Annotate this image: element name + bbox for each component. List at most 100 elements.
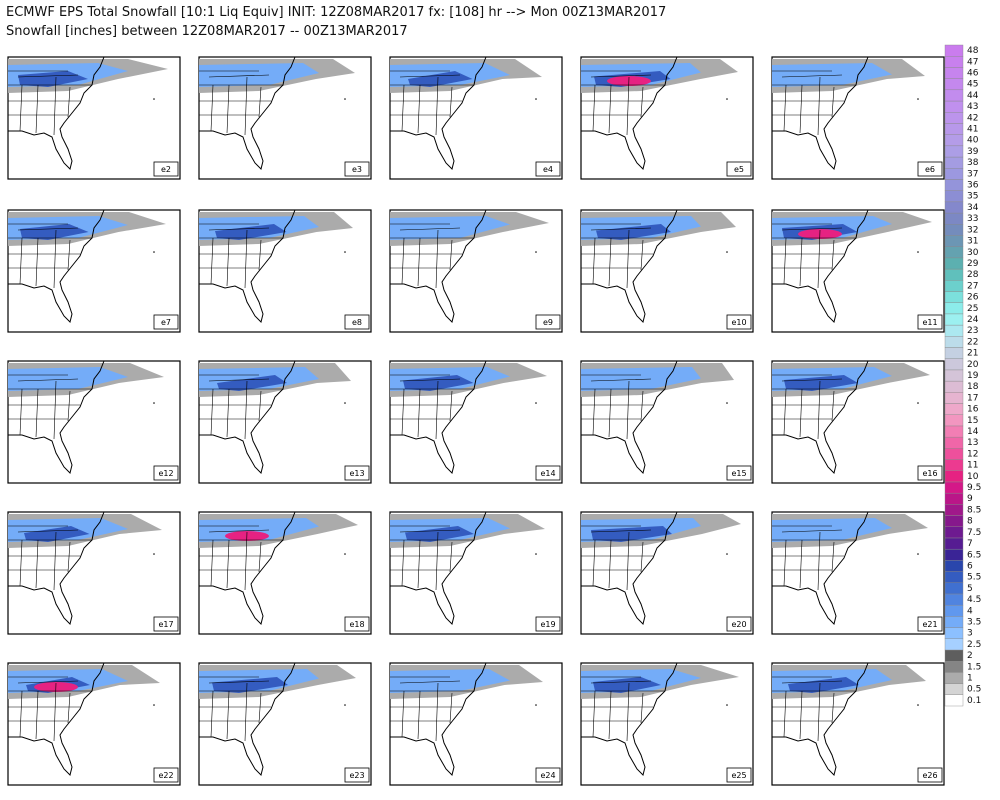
colorbar-swatch bbox=[944, 112, 964, 124]
state-borders bbox=[581, 676, 665, 742]
map-panel: e26 bbox=[771, 662, 945, 786]
colorbar-label: 40 bbox=[967, 136, 979, 146]
colorbar-label: 4 bbox=[967, 606, 973, 616]
colorbar-swatch bbox=[944, 280, 964, 292]
colorbar-label: 31 bbox=[967, 237, 978, 247]
state-borders bbox=[390, 70, 474, 136]
panel-label: e23 bbox=[349, 771, 364, 780]
label-box bbox=[344, 314, 370, 330]
label-box bbox=[535, 767, 561, 783]
panel-label: e2 bbox=[161, 165, 171, 174]
map-panel: e3 bbox=[198, 56, 372, 180]
colorbar-swatch bbox=[944, 470, 964, 483]
map-panel: e25 bbox=[580, 662, 754, 786]
colorbar-swatch bbox=[944, 134, 964, 147]
colorbar-label: 9.5 bbox=[967, 483, 981, 493]
island bbox=[153, 402, 155, 404]
colorbar-swatch bbox=[944, 168, 964, 180]
colorbar-label: 32 bbox=[967, 225, 978, 235]
coastline bbox=[199, 56, 296, 170]
colorbar-swatch bbox=[944, 235, 964, 247]
coastline bbox=[772, 56, 869, 170]
label-box bbox=[726, 616, 752, 632]
colorbar-label: 2 bbox=[967, 651, 973, 661]
colorbar-swatch bbox=[944, 537, 964, 550]
colorbar-label: 29 bbox=[967, 259, 979, 269]
state-borders bbox=[8, 223, 92, 289]
label-box bbox=[535, 161, 561, 177]
state-borders bbox=[199, 223, 283, 289]
label-box bbox=[153, 767, 179, 783]
colorbar-swatch bbox=[944, 78, 964, 91]
colorbar-label: 23 bbox=[967, 326, 978, 336]
colorbar-swatch bbox=[944, 212, 964, 225]
coastline bbox=[199, 662, 296, 776]
map-panel: e7 bbox=[7, 209, 181, 333]
coastline bbox=[772, 209, 869, 323]
subtitle: Snowfall [inches] between 12Z08MAR2017 -… bbox=[6, 24, 408, 39]
colorbar-label: 48 bbox=[967, 46, 979, 56]
coastline bbox=[390, 662, 487, 776]
colorbar-swatch bbox=[944, 571, 964, 583]
colorbar-label: 15 bbox=[967, 416, 978, 426]
map-panel: e5 bbox=[580, 56, 754, 180]
label-box bbox=[535, 314, 561, 330]
map-panel: e13 bbox=[198, 360, 372, 484]
island bbox=[535, 251, 537, 253]
colorbar-swatch bbox=[944, 224, 964, 236]
panel-label: e24 bbox=[540, 771, 555, 780]
island bbox=[344, 402, 346, 404]
label-box bbox=[153, 465, 179, 481]
colorbar-swatch bbox=[944, 616, 964, 628]
colorbar-label: 5.5 bbox=[967, 573, 981, 583]
island bbox=[917, 402, 919, 404]
panel-label: e17 bbox=[158, 620, 173, 629]
colorbar-swatch bbox=[944, 403, 964, 415]
label-box bbox=[726, 314, 752, 330]
island bbox=[535, 98, 537, 100]
island bbox=[917, 704, 919, 706]
coastline bbox=[581, 56, 678, 170]
map-panel: e15 bbox=[580, 360, 754, 484]
coastline bbox=[581, 662, 678, 776]
colorbar-swatch bbox=[944, 459, 964, 471]
colorbar-swatch bbox=[944, 268, 964, 281]
island bbox=[344, 98, 346, 100]
colorbar-swatch bbox=[944, 481, 964, 494]
map-panel: e9 bbox=[389, 209, 563, 333]
map-panel: e11 bbox=[771, 209, 945, 333]
colorbar-label: 14 bbox=[967, 427, 979, 437]
colorbar-swatch bbox=[944, 436, 964, 449]
colorbar-swatch bbox=[944, 683, 964, 695]
label-box bbox=[344, 616, 370, 632]
colorbar-swatch bbox=[944, 694, 964, 707]
colorbar-swatch bbox=[944, 515, 964, 527]
colorbar-swatch bbox=[944, 347, 964, 359]
label-box bbox=[344, 161, 370, 177]
coastline bbox=[199, 511, 296, 625]
colorbar-label: 5 bbox=[967, 584, 973, 594]
colorbar-swatch bbox=[944, 324, 964, 337]
colorbar-label: 21 bbox=[967, 349, 978, 359]
colorbar-label: 37 bbox=[967, 169, 978, 179]
map-panel: e10 bbox=[580, 209, 754, 333]
colorbar-label: 33 bbox=[967, 214, 978, 224]
colorbar-label: 26 bbox=[967, 293, 979, 303]
panel-label: e4 bbox=[543, 165, 553, 174]
island bbox=[153, 553, 155, 555]
colorbar-swatch bbox=[944, 672, 964, 684]
island bbox=[917, 553, 919, 555]
state-borders bbox=[581, 374, 665, 440]
colorbar-swatch bbox=[944, 425, 964, 438]
state-borders bbox=[772, 525, 856, 591]
map-panel: e8 bbox=[198, 209, 372, 333]
state-borders bbox=[772, 374, 856, 440]
state-borders bbox=[772, 70, 856, 136]
colorbar-label: 36 bbox=[967, 181, 979, 191]
label-box bbox=[917, 161, 943, 177]
label-box bbox=[153, 616, 179, 632]
snow-heavy bbox=[217, 375, 287, 391]
map-panel: e16 bbox=[771, 360, 945, 484]
snow-heavy bbox=[591, 526, 672, 542]
state-borders bbox=[581, 70, 665, 136]
